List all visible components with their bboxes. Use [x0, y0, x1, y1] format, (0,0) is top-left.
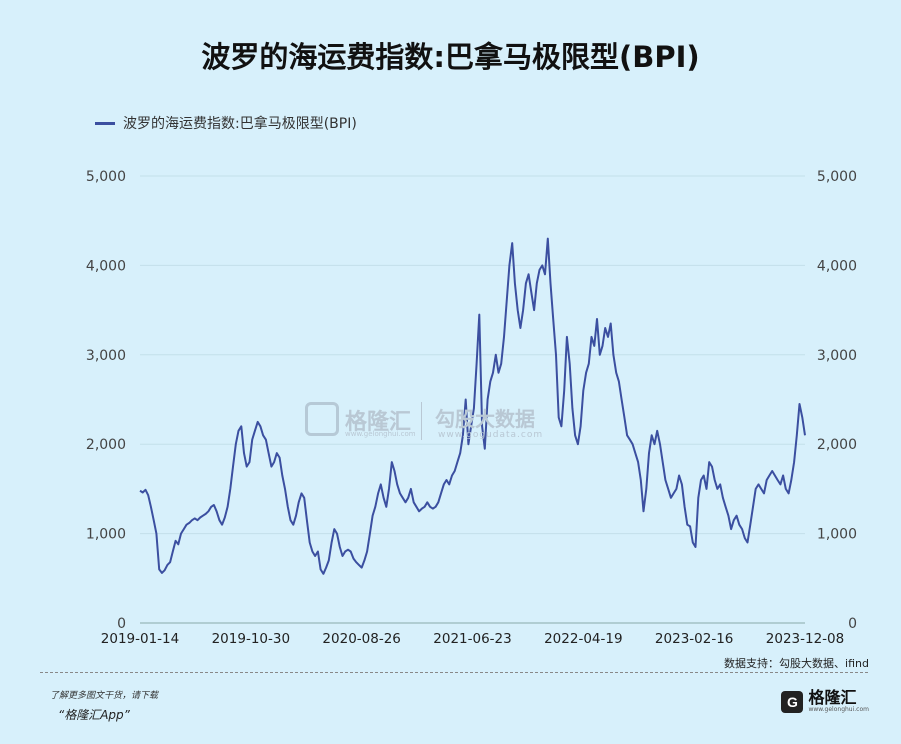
watermark-partner: 勾股大数据 — [435, 407, 535, 431]
brand-name: 格隆汇 — [808, 688, 857, 707]
watermark-separator — [421, 402, 422, 440]
x-tick-label: 2019-10-30 — [212, 631, 290, 647]
x-tick-label: 2020-08-26 — [322, 631, 400, 647]
x-tick-label: 2021-06-23 — [433, 631, 511, 647]
footer-app-name: “格隆汇App” — [58, 708, 130, 722]
y-tick-label-left: 5,000 — [86, 169, 126, 185]
brand-logo-icon: G — [781, 690, 804, 713]
y-tick-label-right: 4,000 — [817, 258, 857, 274]
watermark-partner-url: www.gogudata.com — [438, 430, 544, 440]
y-axis-right: 0 1,000 2,000 3,000 4,000 5,000 — [817, 169, 857, 632]
brand-block: G 格隆汇 www.gelonghui.com — [781, 690, 869, 713]
x-tick-label: 2023-02-16 — [655, 631, 733, 647]
y-tick-label-left: 3,000 — [86, 348, 126, 364]
series-line — [139, 237, 806, 575]
y-tick-label-left: 2,000 — [86, 437, 126, 453]
x-axis: 2019-01-14 2019-10-30 2020-08-26 2021-06-23… — [101, 631, 844, 647]
chart-title: 波罗的海运费指数:巴拿马极限型(BPI) — [201, 40, 700, 74]
y-axis-left: 0 1,000 2,000 3,000 4,000 5,000 — [86, 169, 126, 632]
watermark-brand-url: www.gelonghui.com — [345, 430, 416, 438]
y-tick-label-left: 1,000 — [86, 527, 126, 543]
y-tick-label-left: 0 — [117, 616, 126, 632]
data-source: 数据支持：勾股大数据、ifind — [724, 657, 869, 670]
footer-note: 了解更多图文干货，请下载 — [50, 691, 159, 701]
watermark-brand: 格隆汇 — [345, 410, 412, 435]
legend-label: 波罗的海运费指数:巴拿马极限型(BPI) — [123, 116, 357, 132]
y-tick-label-right: 0 — [848, 616, 857, 632]
legend-line-swatch — [95, 121, 115, 125]
y-tick-label-left: 4,000 — [86, 258, 126, 274]
y-tick-label-right: 5,000 — [817, 169, 857, 185]
grid-lines — [140, 175, 805, 624]
x-tick-label: 2019-01-14 — [101, 631, 179, 647]
y-tick-label-right: 3,000 — [817, 348, 857, 364]
x-tick-label: 2022-04-19 — [544, 631, 622, 647]
watermark-logo-icon — [305, 402, 339, 436]
chart-legend: 波罗的海运费指数:巴拿马极限型(BPI) — [95, 113, 357, 133]
y-tick-label-right: 1,000 — [817, 527, 857, 543]
x-tick-label: 2023-12-08 — [766, 631, 844, 647]
brand-url: www.gelonghui.com — [808, 706, 869, 713]
y-tick-label-right: 2,000 — [817, 437, 857, 453]
footer-divider — [40, 672, 868, 673]
